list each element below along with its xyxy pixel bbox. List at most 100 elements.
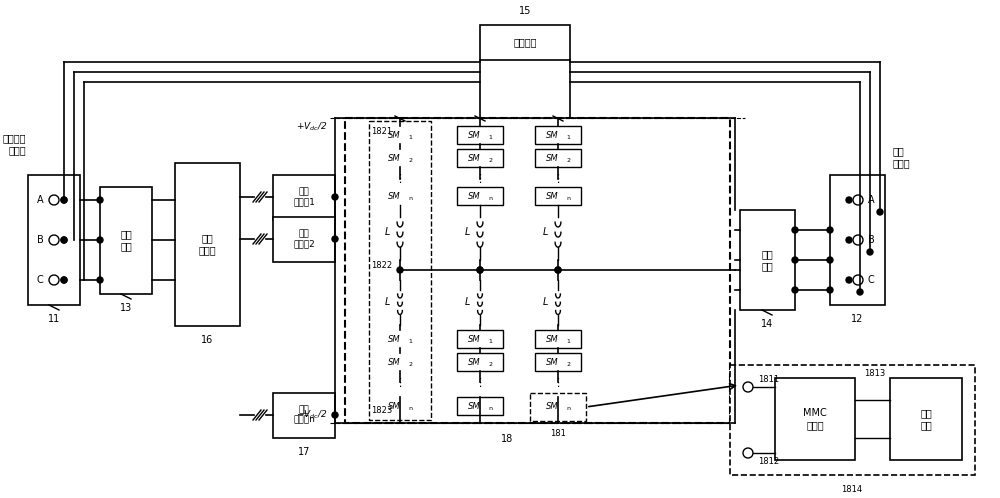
Text: $-V_{dc}$/2: $-V_{dc}$/2 xyxy=(296,408,327,421)
Text: 1813: 1813 xyxy=(864,369,885,377)
Text: 1811: 1811 xyxy=(758,374,779,383)
Bar xyxy=(377,187,423,205)
Circle shape xyxy=(477,267,483,273)
Text: n: n xyxy=(488,196,492,201)
Text: SM: SM xyxy=(468,401,481,410)
Bar xyxy=(730,365,975,475)
Text: B: B xyxy=(37,235,43,245)
Bar xyxy=(369,121,431,420)
Circle shape xyxy=(555,267,561,273)
Text: SM: SM xyxy=(468,153,481,162)
Bar xyxy=(377,126,423,144)
Text: SM: SM xyxy=(546,192,559,201)
Text: 三相
整流器n: 三相 整流器n xyxy=(293,405,315,425)
Text: n: n xyxy=(566,196,570,201)
Circle shape xyxy=(332,412,338,418)
Bar xyxy=(457,149,503,167)
Bar xyxy=(377,330,423,348)
Circle shape xyxy=(846,237,852,243)
Bar xyxy=(377,397,423,415)
Text: A: A xyxy=(868,195,874,205)
Bar xyxy=(175,163,240,326)
Text: L: L xyxy=(542,297,548,307)
Circle shape xyxy=(846,277,852,283)
Text: 13: 13 xyxy=(120,303,132,313)
Bar xyxy=(273,175,335,220)
Text: C: C xyxy=(868,275,874,285)
Circle shape xyxy=(555,267,561,273)
Bar xyxy=(775,378,855,460)
Text: SM: SM xyxy=(468,358,481,367)
Text: 输入
开关: 输入 开关 xyxy=(120,229,132,251)
Circle shape xyxy=(477,267,483,273)
Circle shape xyxy=(877,209,883,215)
Circle shape xyxy=(97,197,103,203)
Bar xyxy=(273,217,335,262)
Text: 1: 1 xyxy=(408,339,412,344)
Text: SM: SM xyxy=(388,358,401,367)
Text: 交流电网
接入端: 交流电网 接入端 xyxy=(2,133,26,155)
Text: 181: 181 xyxy=(550,428,566,438)
Bar xyxy=(273,393,335,438)
Text: 11: 11 xyxy=(48,314,60,324)
Text: 储能
模块: 储能 模块 xyxy=(920,408,932,430)
Text: SM: SM xyxy=(546,130,559,139)
Text: 旁路开关: 旁路开关 xyxy=(513,37,537,47)
Text: 1: 1 xyxy=(488,339,492,344)
Text: 16: 16 xyxy=(201,335,213,345)
Text: n: n xyxy=(408,406,412,411)
Bar xyxy=(530,393,586,421)
Text: SM: SM xyxy=(388,335,401,344)
Text: SM: SM xyxy=(388,401,401,410)
Text: n: n xyxy=(566,406,570,411)
Text: 1823: 1823 xyxy=(371,405,392,414)
Text: 18: 18 xyxy=(501,434,513,444)
Text: C: C xyxy=(37,275,43,285)
Text: 移相
变压器: 移相 变压器 xyxy=(198,233,216,255)
Text: 2: 2 xyxy=(488,362,492,367)
Text: 1821: 1821 xyxy=(371,126,392,135)
Circle shape xyxy=(97,237,103,243)
Text: SM: SM xyxy=(546,153,559,162)
Text: 14: 14 xyxy=(761,319,773,329)
Text: L: L xyxy=(384,227,390,237)
Text: ⋮: ⋮ xyxy=(552,378,564,388)
Bar xyxy=(377,353,423,371)
Text: L: L xyxy=(464,227,470,237)
Bar xyxy=(740,210,795,310)
Text: SM: SM xyxy=(388,130,401,139)
Text: ⋮: ⋮ xyxy=(394,174,406,184)
Circle shape xyxy=(332,194,338,200)
Circle shape xyxy=(827,257,833,263)
Text: SM: SM xyxy=(468,335,481,344)
Text: 1812: 1812 xyxy=(758,457,779,466)
Text: 1: 1 xyxy=(488,135,492,140)
Bar xyxy=(535,397,581,415)
Text: ⋮: ⋮ xyxy=(474,378,486,388)
Text: 1: 1 xyxy=(408,135,412,140)
Text: 负载
接入端: 负载 接入端 xyxy=(893,146,911,168)
Circle shape xyxy=(792,257,798,263)
Text: L: L xyxy=(464,297,470,307)
Text: L: L xyxy=(542,227,548,237)
Bar xyxy=(457,330,503,348)
Text: 17: 17 xyxy=(298,447,310,457)
Bar xyxy=(457,397,503,415)
Bar xyxy=(890,378,962,460)
Circle shape xyxy=(846,197,852,203)
Text: SM: SM xyxy=(546,358,559,367)
Text: 2: 2 xyxy=(408,362,412,367)
Text: ⋮: ⋮ xyxy=(474,174,486,184)
Text: SM: SM xyxy=(468,192,481,201)
Text: 2: 2 xyxy=(566,362,570,367)
Text: ⋮: ⋮ xyxy=(394,378,406,388)
Text: ⋮: ⋮ xyxy=(552,174,564,184)
Circle shape xyxy=(61,237,67,243)
Bar xyxy=(377,149,423,167)
Text: 三相
整流器2: 三相 整流器2 xyxy=(293,229,315,249)
Circle shape xyxy=(857,289,863,295)
Text: SM: SM xyxy=(468,130,481,139)
Text: 1822: 1822 xyxy=(371,260,392,269)
Text: 12: 12 xyxy=(851,314,863,324)
Bar xyxy=(830,175,885,305)
